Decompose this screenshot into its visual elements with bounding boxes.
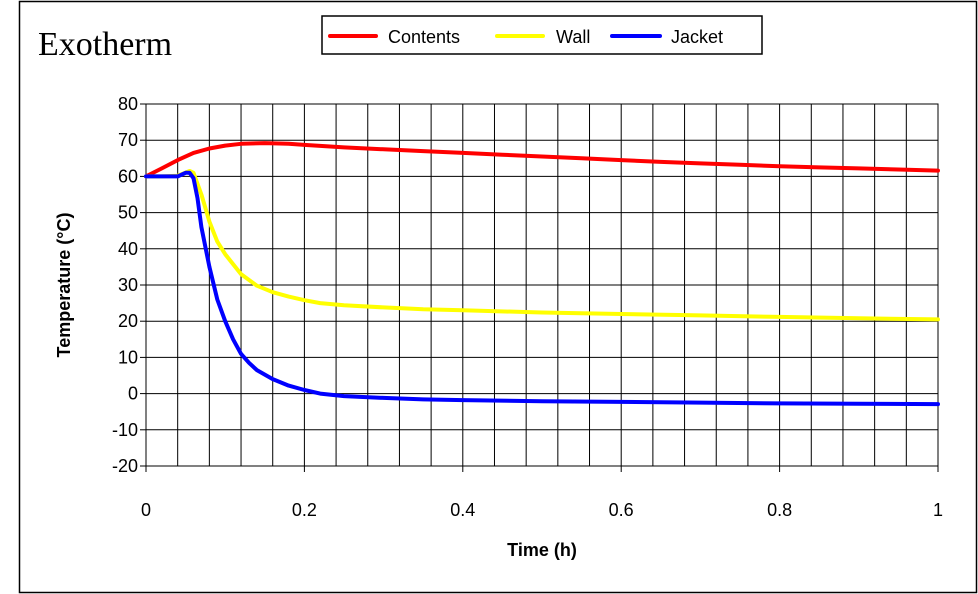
x-tick-label: 0.4 — [450, 500, 475, 520]
chart-title: Exotherm — [38, 26, 172, 63]
y-tick-label: 80 — [118, 94, 138, 114]
y-tick-label: 50 — [118, 203, 138, 223]
y-tick-label: -10 — [112, 420, 138, 440]
x-tick-label: 0.8 — [767, 500, 792, 520]
y-tick-label: 0 — [128, 384, 138, 404]
x-tick-label: 0.2 — [292, 500, 317, 520]
y-tick-label: 60 — [118, 166, 138, 186]
outer-border — [18, 0, 978, 594]
y-tick-label: 20 — [118, 311, 138, 331]
x-tick-label: 1 — [933, 500, 943, 520]
x-tick-label: 0 — [141, 500, 151, 520]
series-line-jacket — [144, 170, 940, 407]
series-line-wall — [144, 169, 940, 322]
x-tick-label: 0.6 — [609, 500, 634, 520]
legend-label-jacket: Jacket — [671, 27, 723, 47]
y-tick-label: 40 — [118, 239, 138, 259]
y-tick-label: -20 — [112, 456, 138, 476]
legend-label-contents: Contents — [388, 27, 460, 47]
y-tick-label: 70 — [118, 130, 138, 150]
y-tick-label: 10 — [118, 347, 138, 367]
x-axis-title: Time (h) — [507, 540, 577, 560]
legend: Contents Wall Jacket — [321, 15, 763, 55]
y-axis-title: Temperature (°C) — [54, 213, 74, 358]
plot-area: -20 -10 0 10 20 30 40 50 60 70 80 0 0.2 0.4 0.6 0.8 1 — [112, 94, 943, 520]
series-line-contents — [144, 141, 940, 179]
y-tick-label: 30 — [118, 275, 138, 295]
legend-label-wall: Wall — [556, 27, 590, 47]
